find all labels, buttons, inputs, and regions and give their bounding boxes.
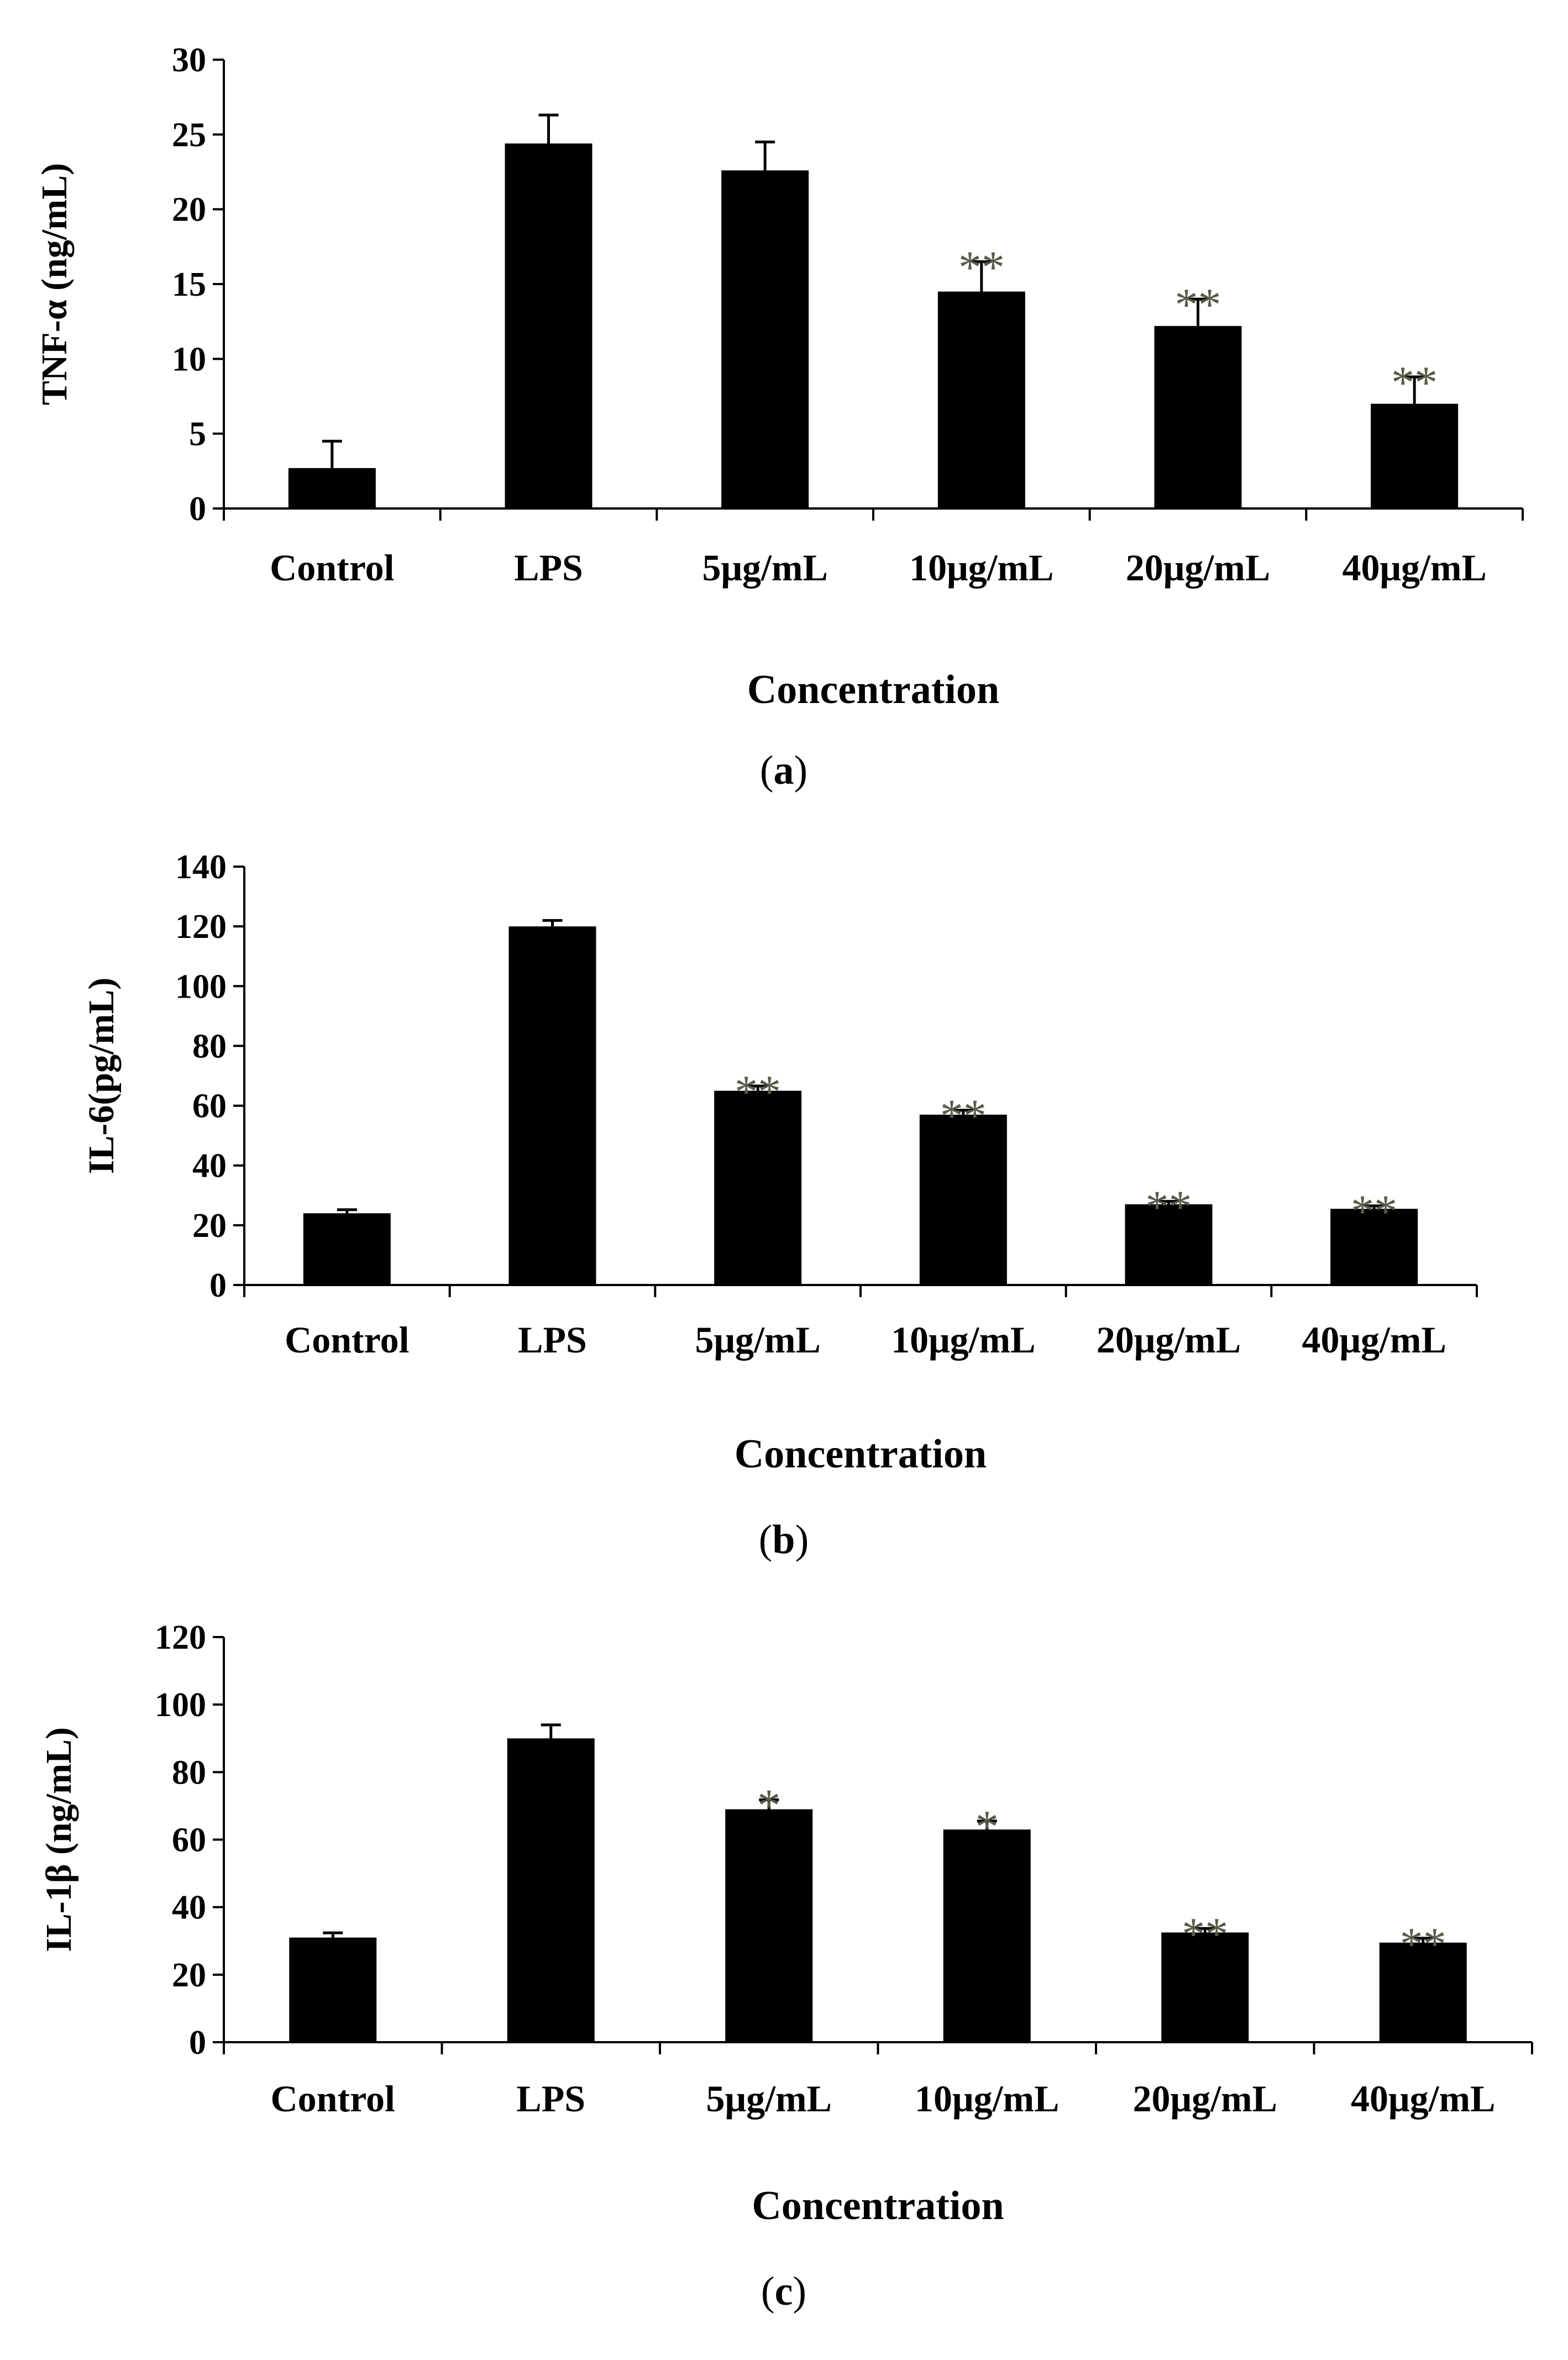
y-tick-label: 40	[172, 1889, 206, 1927]
bar-4	[1125, 1204, 1213, 1285]
bar-3	[937, 291, 1025, 508]
x-tick-label: 5μg/mL	[706, 2078, 832, 2120]
x-tick-label: Control	[271, 2078, 395, 2120]
y-tick-label: 5	[189, 416, 206, 453]
bar-4	[1161, 1932, 1249, 2042]
y-tick-label: 80	[172, 1754, 206, 1791]
y-tick-label: 60	[192, 1088, 227, 1125]
y-tick-label: 100	[175, 968, 227, 1005]
bar-1	[508, 926, 596, 1285]
x-tick-label: 40μg/mL	[1342, 547, 1486, 589]
y-axis-label: IL-6(pg/mL)	[81, 978, 122, 1174]
bar-2	[725, 1809, 813, 2042]
y-tick-label: 100	[155, 1686, 206, 1724]
bar-4	[1154, 326, 1242, 508]
significance-mark: **	[1400, 1918, 1446, 1970]
bar-1	[505, 143, 592, 508]
significance-mark: **	[1175, 279, 1221, 331]
x-tick-label: Control	[270, 547, 394, 589]
bar-5	[1371, 403, 1459, 508]
bar-5	[1330, 1209, 1418, 1285]
y-axis-label: TNF-α (ng/mL)	[34, 163, 75, 405]
panel-caption: (a)	[760, 748, 807, 793]
bar-2	[721, 170, 809, 508]
bar-0	[288, 468, 376, 508]
significance-mark: **	[735, 1066, 781, 1118]
panel-caption: (c)	[761, 2269, 806, 2314]
significance-mark: **	[1146, 1182, 1192, 1233]
y-tick-label: 10	[172, 340, 206, 378]
bar-2	[714, 1090, 802, 1285]
y-tick-label: 80	[192, 1027, 227, 1065]
x-tick-label: LPS	[516, 2078, 585, 2120]
x-tick-label: 40μg/mL	[1351, 2078, 1495, 2120]
bar-5	[1379, 1942, 1467, 2042]
x-tick-label: 40μg/mL	[1302, 1319, 1446, 1361]
y-tick-label: 140	[175, 848, 227, 886]
y-tick-label: 15	[172, 266, 206, 303]
significance-mark: *	[757, 1780, 780, 1831]
y-tick-label: 60	[172, 1822, 206, 1859]
y-tick-label: 30	[172, 41, 206, 79]
x-tick-label: 10μg/mL	[891, 1319, 1035, 1361]
y-tick-label: 20	[192, 1207, 227, 1245]
x-tick-label: LPS	[518, 1319, 587, 1361]
x-tick-label: 5μg/mL	[702, 547, 827, 589]
x-tick-label: Control	[285, 1319, 409, 1361]
bar-0	[303, 1213, 391, 1285]
y-tick-label: 25	[172, 116, 206, 154]
y-tick-label: 40	[192, 1147, 227, 1185]
x-axis-label: Concentration	[735, 1431, 987, 1477]
y-tick-label: 20	[172, 1957, 206, 1994]
significance-mark: **	[1182, 1908, 1228, 1960]
x-axis-label: Concentration	[752, 2183, 1004, 2228]
panel-caption: (b)	[759, 1517, 809, 1562]
x-tick-label: 10μg/mL	[909, 547, 1053, 589]
y-tick-label: 120	[175, 908, 227, 946]
x-tick-label: 10μg/mL	[915, 2078, 1059, 2120]
panel-c: 0 20 40 60 80 100 120 Control LPS * 5μg/mL * 10μg/mL…	[39, 1619, 1533, 2314]
x-tick-label: 20μg/mL	[1133, 2078, 1277, 2120]
x-tick-label: 5μg/mL	[695, 1319, 820, 1361]
panel-a: 0 5 10 15 20 25 30 Control LPS 5μg/mL ** 10μg/mL ** 2…	[34, 41, 1524, 793]
significance-mark: **	[1391, 357, 1438, 408]
significance-mark: **	[1351, 1186, 1397, 1237]
significance-mark: *	[976, 1801, 999, 1853]
bar-0	[289, 1937, 377, 2042]
bar-3	[943, 1829, 1031, 2042]
y-tick-label: 0	[209, 1267, 227, 1304]
x-axis-label: Concentration	[747, 667, 999, 712]
x-tick-label: 20μg/mL	[1097, 1319, 1241, 1361]
y-tick-label: 120	[155, 1619, 206, 1656]
y-tick-label: 20	[172, 191, 206, 229]
significance-mark: **	[958, 242, 1005, 293]
panel-b: 0 20 40 60 80 100 120 140 Control LPS ** 5μg/mL ** 10…	[81, 848, 1478, 1562]
x-tick-label: LPS	[514, 547, 583, 589]
bar-3	[919, 1114, 1007, 1285]
y-tick-label: 0	[189, 490, 206, 528]
significance-mark: **	[940, 1090, 987, 1142]
x-tick-label: 20μg/mL	[1126, 547, 1270, 589]
bar-1	[507, 1738, 595, 2042]
y-axis-label: IL-1β (ng/mL)	[39, 1727, 79, 1952]
y-tick-label: 0	[189, 2024, 206, 2062]
